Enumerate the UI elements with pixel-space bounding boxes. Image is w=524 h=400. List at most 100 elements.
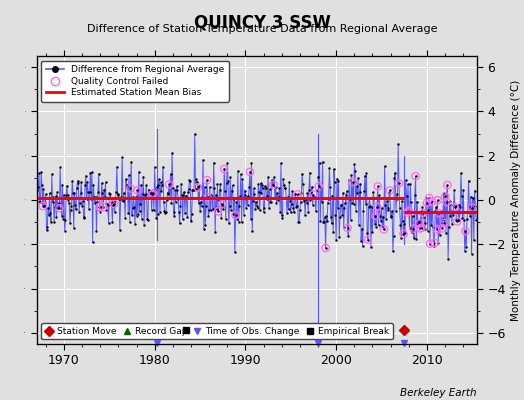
Point [237, 171, 245, 178]
Point [374, 183, 382, 190]
Point [280, 185, 289, 191]
Point [445, 198, 454, 204]
Point [434, 240, 442, 247]
Point [234, 219, 243, 225]
Point [219, 206, 227, 212]
Point [341, 200, 350, 206]
Point [57, 195, 65, 202]
Point [433, 197, 442, 203]
Point [151, 187, 160, 194]
Point [427, 199, 435, 205]
Point [242, 205, 250, 212]
Point [340, 205, 348, 212]
Point [72, 185, 81, 191]
Point [314, 183, 323, 190]
Point [52, 214, 61, 220]
Point [350, 161, 358, 168]
Point [110, 201, 118, 207]
Point [224, 178, 232, 184]
Point [321, 245, 330, 251]
Point [196, 199, 205, 205]
Point [109, 202, 117, 208]
Point [370, 221, 379, 228]
Point [243, 194, 251, 200]
Point [471, 203, 479, 209]
Point [454, 202, 463, 208]
Point [135, 208, 144, 214]
Point [353, 183, 361, 189]
Point [356, 181, 365, 188]
Point [413, 198, 421, 205]
Point [379, 226, 388, 233]
Point [138, 191, 147, 198]
Point [87, 196, 95, 202]
Point [46, 190, 54, 196]
Point [150, 207, 158, 213]
Point [321, 245, 330, 251]
Point [34, 184, 42, 191]
Point [343, 188, 351, 194]
Point [61, 217, 70, 224]
Point [437, 208, 445, 214]
Point [336, 202, 345, 209]
Point [184, 189, 192, 196]
Point [358, 243, 367, 249]
Point [218, 200, 226, 207]
Point [426, 240, 434, 247]
Point [372, 212, 380, 219]
Point [413, 221, 422, 228]
Point [275, 194, 283, 200]
Point [367, 204, 376, 210]
Point [203, 177, 211, 183]
Point [309, 202, 317, 208]
Point [456, 204, 464, 210]
Point [141, 191, 150, 197]
Point [107, 199, 116, 205]
Point [166, 171, 174, 177]
Point [42, 227, 51, 233]
Point [239, 195, 247, 201]
Point [453, 218, 461, 224]
Point [273, 190, 281, 196]
Point [419, 210, 428, 216]
Point [51, 204, 59, 210]
Point [378, 223, 387, 229]
Point [111, 198, 119, 204]
Point [355, 189, 364, 195]
Point [99, 204, 107, 210]
Point [246, 169, 254, 175]
Point [196, 208, 204, 214]
Point [174, 209, 183, 216]
Point [55, 205, 63, 212]
Point [282, 195, 290, 202]
Point [133, 187, 141, 194]
Point [171, 187, 179, 194]
Point [261, 183, 269, 189]
Point [429, 223, 437, 230]
Point [290, 191, 299, 197]
Point [124, 210, 133, 216]
Point [444, 256, 452, 262]
Point [311, 194, 319, 200]
Point [70, 190, 79, 196]
Point [339, 190, 347, 196]
Point [206, 184, 214, 190]
Point [73, 178, 82, 184]
Point [346, 217, 355, 224]
Point [134, 210, 142, 217]
Point [182, 194, 191, 200]
Point [440, 220, 449, 226]
Point [53, 205, 62, 212]
Point [464, 209, 472, 215]
Point [415, 220, 423, 226]
Point [471, 188, 479, 194]
Point [340, 224, 348, 230]
Point [78, 203, 86, 209]
Point [374, 222, 383, 228]
Point [441, 193, 449, 200]
Point [376, 213, 384, 219]
Legend: Station Move, Record Gap, Time of Obs. Change, Empirical Break: Station Move, Record Gap, Time of Obs. C… [41, 323, 392, 340]
Point [60, 192, 68, 198]
Point [447, 220, 456, 227]
Point [357, 238, 365, 244]
